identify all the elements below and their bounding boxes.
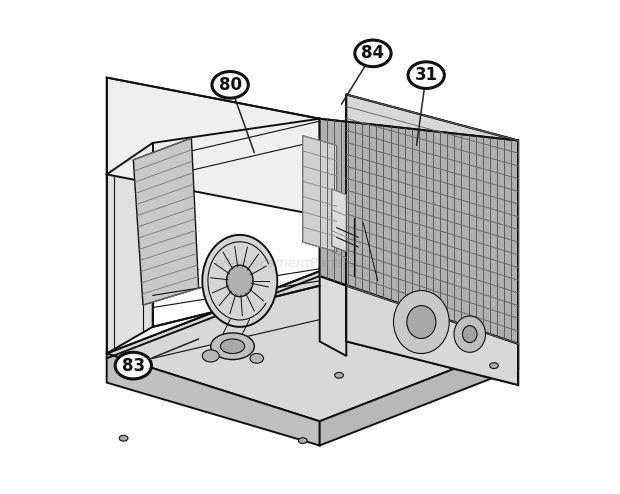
Text: 83: 83 bbox=[122, 357, 145, 374]
Polygon shape bbox=[107, 78, 320, 215]
Polygon shape bbox=[107, 271, 518, 421]
Ellipse shape bbox=[335, 372, 343, 378]
Polygon shape bbox=[133, 138, 198, 305]
Ellipse shape bbox=[202, 350, 219, 362]
Polygon shape bbox=[347, 286, 518, 385]
Polygon shape bbox=[332, 189, 347, 252]
Ellipse shape bbox=[119, 435, 128, 441]
Ellipse shape bbox=[250, 354, 264, 363]
Text: 31: 31 bbox=[415, 66, 438, 84]
Ellipse shape bbox=[221, 339, 245, 354]
Ellipse shape bbox=[463, 326, 477, 343]
Ellipse shape bbox=[454, 316, 485, 352]
Ellipse shape bbox=[408, 62, 445, 88]
Ellipse shape bbox=[355, 40, 391, 67]
Polygon shape bbox=[107, 143, 153, 354]
Polygon shape bbox=[320, 271, 347, 356]
Polygon shape bbox=[303, 136, 337, 252]
Ellipse shape bbox=[490, 363, 498, 369]
Polygon shape bbox=[320, 344, 518, 446]
Ellipse shape bbox=[212, 72, 248, 98]
Ellipse shape bbox=[298, 438, 307, 444]
Polygon shape bbox=[347, 94, 518, 385]
Text: eReplacementParts.com: eReplacementParts.com bbox=[215, 257, 376, 270]
Polygon shape bbox=[320, 119, 518, 344]
Ellipse shape bbox=[211, 333, 254, 360]
Text: 80: 80 bbox=[219, 76, 242, 94]
Ellipse shape bbox=[407, 306, 436, 338]
Ellipse shape bbox=[394, 290, 449, 354]
Ellipse shape bbox=[202, 235, 277, 327]
Text: 84: 84 bbox=[361, 44, 384, 62]
Ellipse shape bbox=[115, 352, 151, 379]
Polygon shape bbox=[320, 119, 347, 286]
Ellipse shape bbox=[226, 265, 253, 296]
Polygon shape bbox=[107, 354, 320, 446]
